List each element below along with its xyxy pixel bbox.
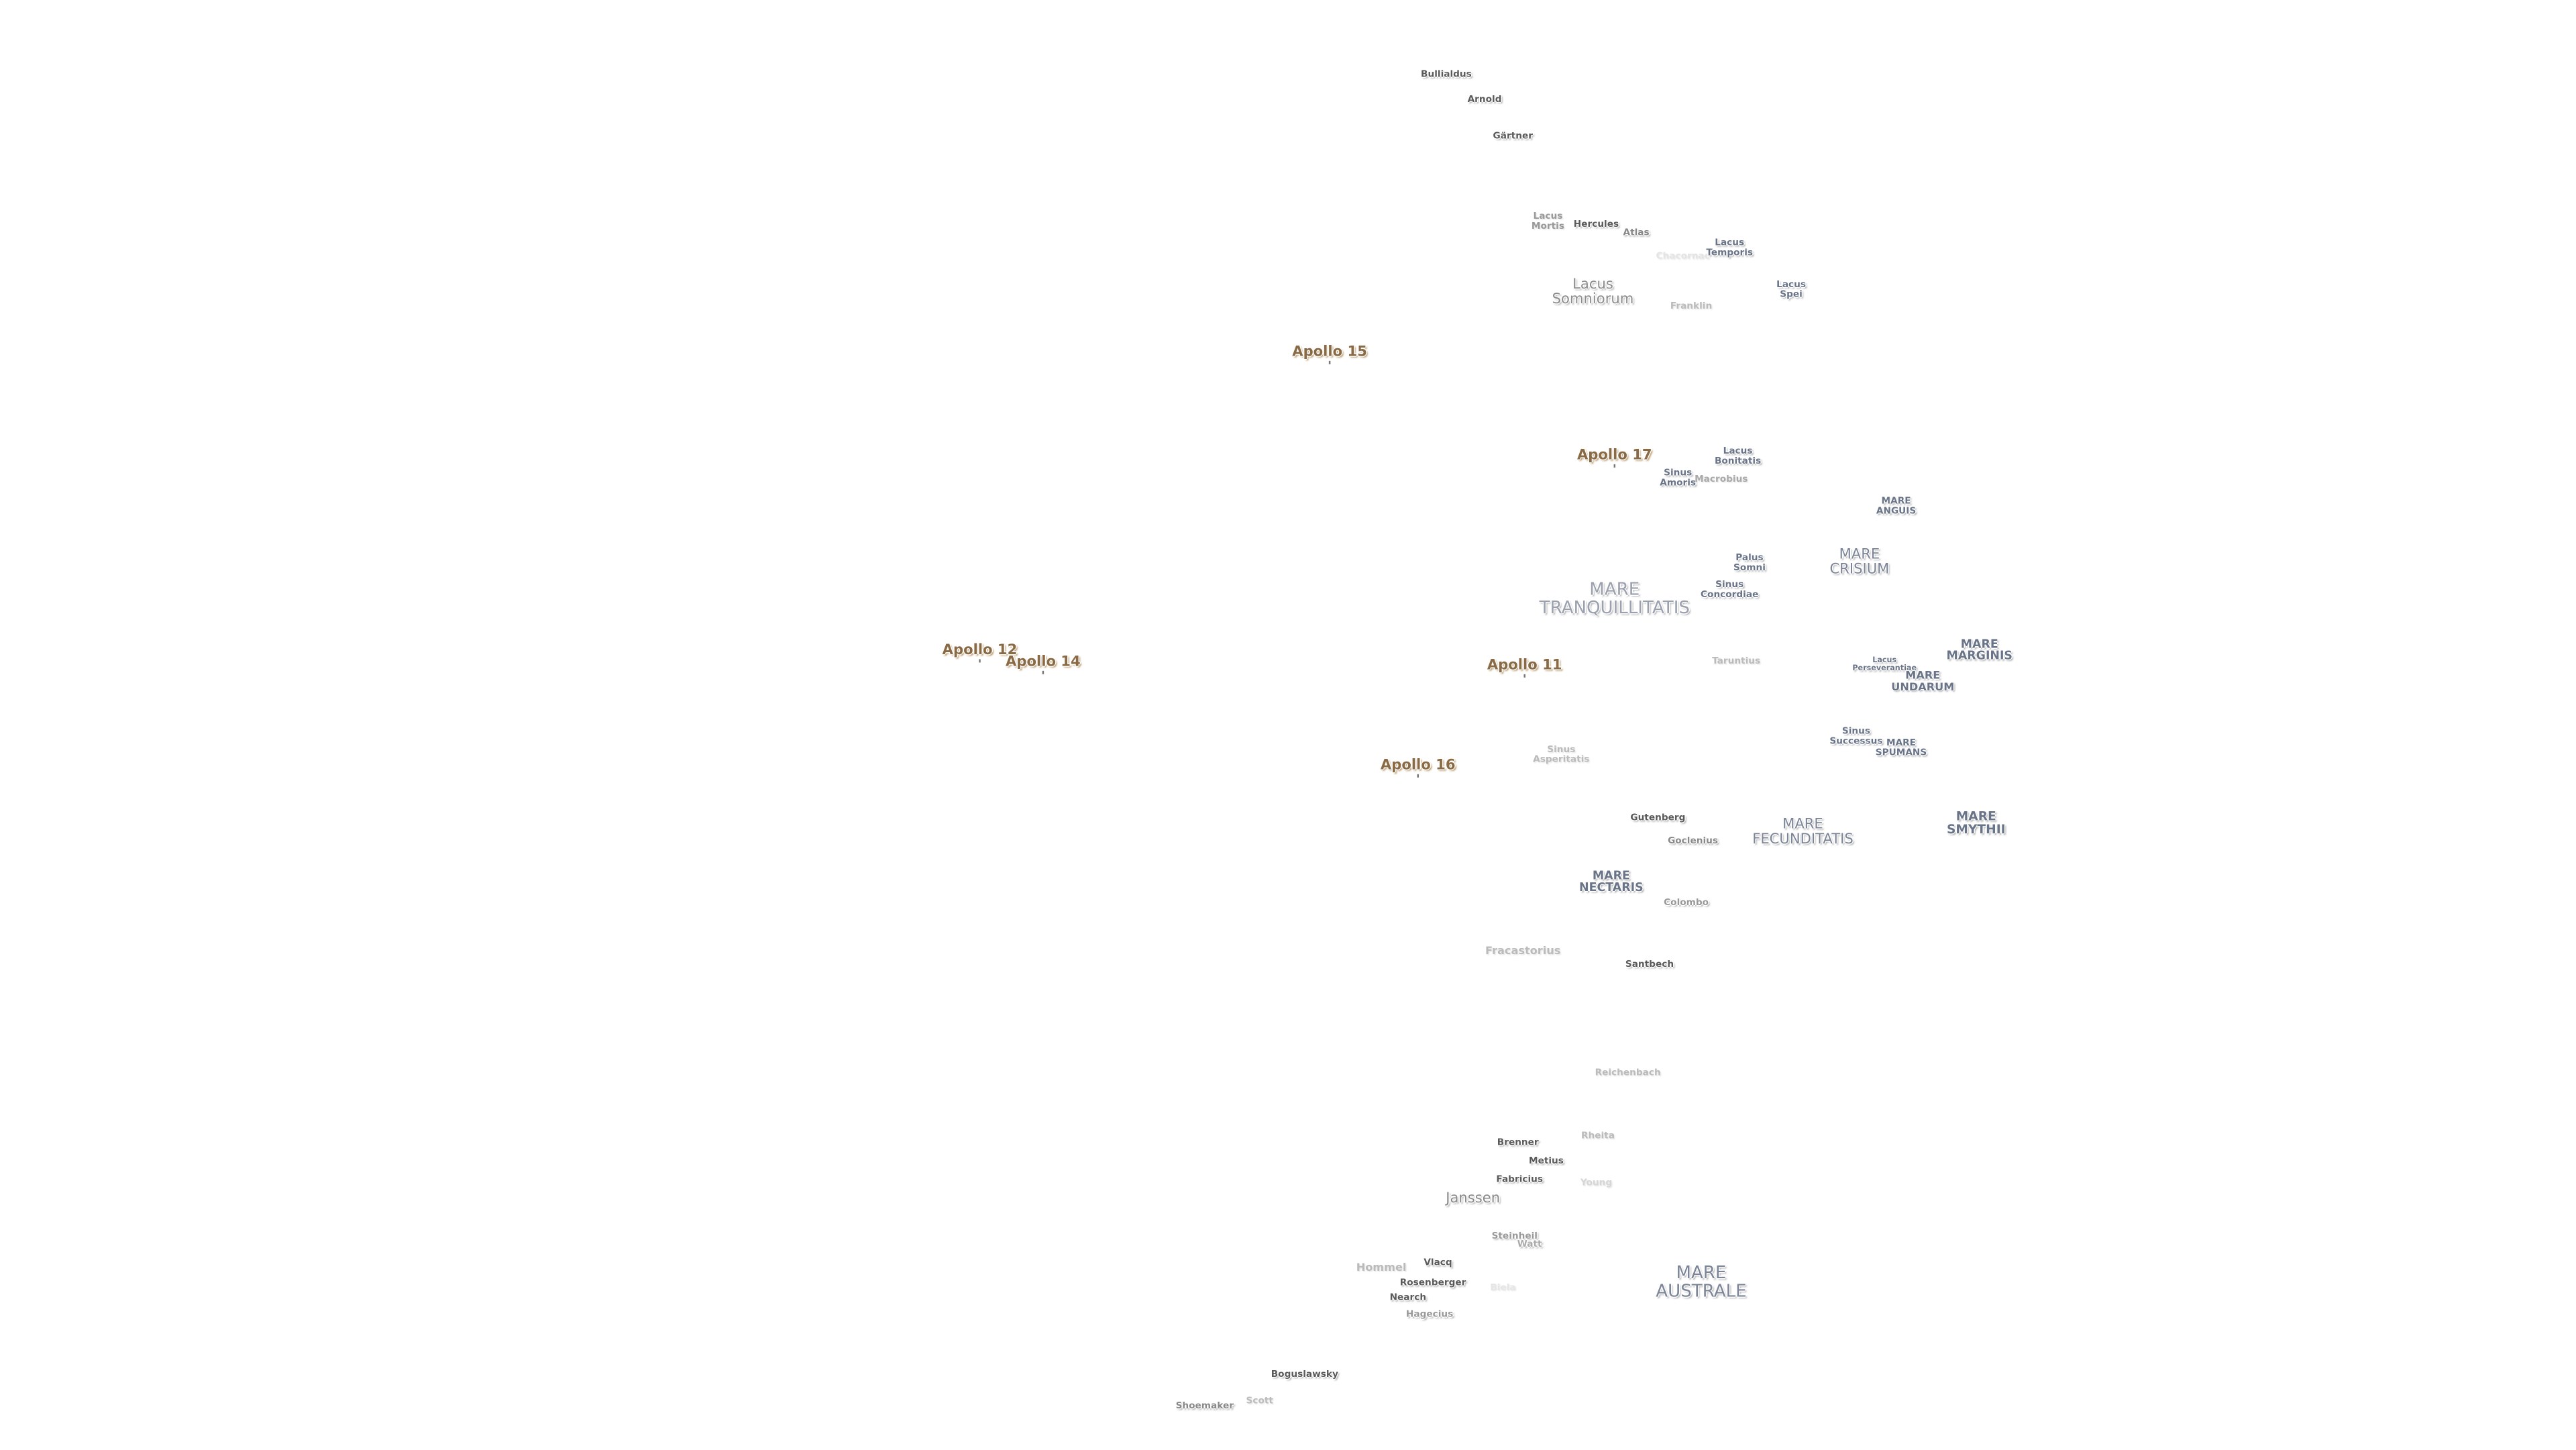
map-label: Palus Somni [1733,554,1766,574]
map-label: MARE FECUNDITATIS [1752,817,1854,849]
map-label: Vlacq [1424,1258,1452,1269]
map-label: Atlas [1623,228,1650,239]
map-label: Sinus Asperitatis [1533,745,1590,766]
landing-site: Apollo 11 [1487,657,1562,678]
map-label: MARE ANGUIS [1876,497,1917,517]
map-label: Lacus Temporis [1706,238,1754,258]
map-label: Colombo [1664,898,1709,909]
map-label: Reichenbach [1595,1068,1661,1079]
map-label: Lacus Somniorum [1552,276,1634,309]
map-label: Rheita [1580,1131,1615,1142]
map-label: Fabricius [1496,1175,1544,1186]
map-label: MARE TRANQUILLITATIS [1539,580,1690,619]
map-label: Boguslawsky [1271,1369,1338,1380]
map-label: Goclenius [1668,837,1719,847]
map-label: MARE SMYTHII [1946,808,2006,837]
map-label: MARE CRISIUM [1829,546,1890,578]
map-label: Sinus Concordiae [1701,580,1759,601]
map-label: Gutenberg [1630,813,1686,824]
map-label: Watt [1517,1240,1542,1251]
map-label: Shoemaker [1175,1402,1234,1412]
map-label: Sinus Successus [1829,727,1883,747]
map-label: Franklin [1670,301,1713,312]
map-label: Brenner [1497,1138,1539,1149]
map-label: Hommel [1356,1261,1407,1275]
map-label: MARE UNDARUM [1891,668,1955,694]
map-label: Metius [1528,1157,1564,1167]
map-label: Young [1580,1178,1613,1189]
map-label: Gärtner [1493,132,1534,142]
map-label: Chacornac [1656,252,1710,262]
map-label: Scott [1246,1396,1273,1407]
map-label: Arnold [1467,95,1502,105]
map-label: MARE AUSTRALE [1656,1263,1747,1302]
map-label: Rosenberger [1399,1278,1466,1289]
map-label: Biela [1490,1283,1516,1294]
map-label: Bullialdus [1421,70,1472,81]
landing-site: Apollo 16 [1380,757,1456,778]
map-label: Hercules [1573,220,1619,231]
map-label: Fracastorius [1485,944,1561,958]
map-label: Janssen [1446,1190,1501,1208]
map-label: Taruntius [1712,656,1761,667]
map-label: Lacus Spei [1776,280,1807,301]
map-label: Sinus Amoris [1660,468,1697,488]
landing-site: Apollo 15 [1292,344,1367,364]
map-label: MARE MARGINIS [1946,637,2012,664]
map-label: Lacus Perseverantiae [1852,657,1917,674]
map-label: Lacus Bonitatis [1714,447,1762,467]
map-label: MARE SPUMANS [1875,738,1927,759]
landing-site: Apollo 12 [942,642,1018,662]
map-label: MARE NECTARIS [1579,869,1644,895]
map-label: Hagecius [1405,1310,1454,1320]
landing-site: Apollo 14 [1006,654,1081,674]
map-label: Steinheil [1491,1231,1538,1242]
map-label: Santbech [1625,960,1674,970]
map-label: Nearch [1389,1293,1427,1304]
landing-site: Apollo 17 [1576,447,1652,468]
map-label: Macrobius [1695,475,1748,486]
map-label: Lacus Mortis [1531,212,1564,232]
